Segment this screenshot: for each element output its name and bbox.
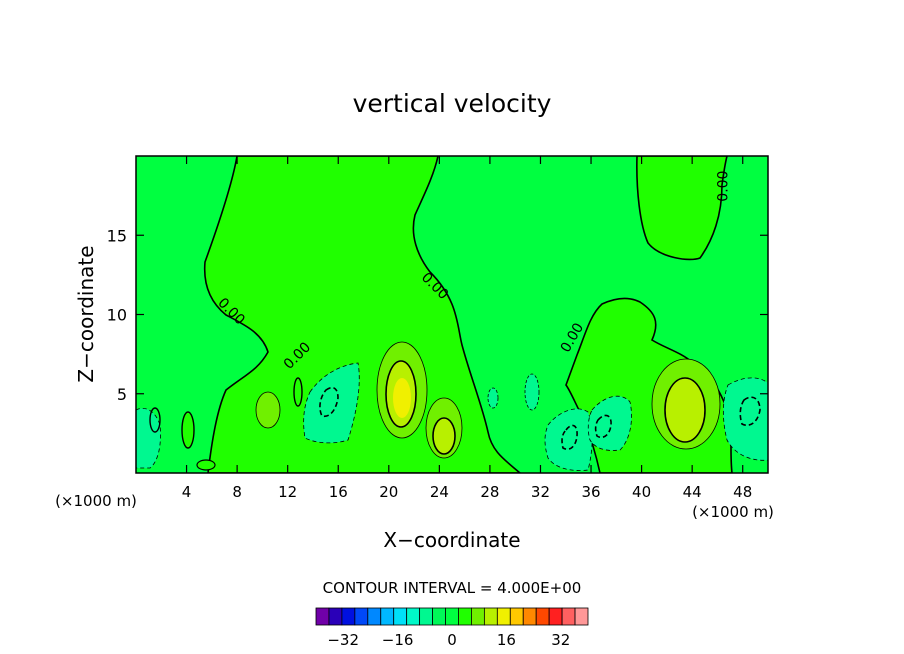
y-tick-label: 5: [117, 385, 127, 404]
positive-region-main: [203, 156, 522, 473]
x-tick-label: 12: [278, 483, 297, 501]
colorbar-swatch: [406, 607, 421, 626]
updraft-x11-level4: [255, 391, 281, 429]
colorbar-swatch: [341, 607, 356, 626]
colorbar-tick-label: 32: [551, 631, 570, 649]
x-tick-label: 48: [733, 483, 752, 501]
colorbar-tick-labels: −32 −16 0 16 32: [327, 631, 570, 649]
colorbar-tick-label: −16: [382, 631, 414, 649]
colorbar-tick-label: 0: [447, 631, 457, 649]
colorbar-swatch: [315, 607, 330, 626]
colorbar-swatch: [419, 607, 433, 626]
chart-title: vertical velocity: [353, 89, 552, 118]
x-tick-label: 28: [480, 483, 499, 501]
downdraft-x38-level8: [594, 414, 612, 439]
colorbar-swatch: [522, 607, 537, 626]
positive-region-top-right: [636, 156, 728, 261]
weak-downdraft-x32: [524, 373, 540, 411]
colorbar-swatch: [458, 607, 472, 626]
colorbar-tick-label: −32: [327, 631, 359, 649]
contour-interval-text: CONTOUR INTERVAL = 4.000E+00: [323, 579, 582, 597]
y-axis-label: Z−coordinate: [74, 245, 98, 382]
weak-downdraft-x28: [487, 387, 499, 409]
y-axis-ticks: 5 10 15: [107, 226, 768, 404]
x-tick-label: 32: [531, 483, 550, 501]
downdraft-x35-level8: [561, 424, 578, 451]
y-tick-label: 10: [107, 306, 127, 325]
colorbar-swatch: [574, 607, 589, 626]
colorbar-swatch: [367, 607, 382, 626]
y-tick-label: 15: [107, 226, 127, 245]
downdraft-x1-level4: [136, 408, 161, 469]
x-tick-label: 24: [430, 483, 449, 501]
colorbar-swatch: [380, 607, 395, 626]
colorbar-tick-label: 16: [497, 631, 516, 649]
colorbar-swatch: [471, 607, 485, 626]
x-tick-label: 36: [581, 483, 600, 501]
colorbar: [315, 607, 589, 626]
colorbar-swatch: [509, 607, 524, 626]
plot-area: [136, 156, 768, 473]
weak-feature-x12: [293, 377, 303, 407]
updraft-x24-level8: [432, 417, 456, 455]
colorbar-swatch: [393, 607, 408, 626]
x-tick-label: 20: [379, 483, 398, 501]
colorbar-swatch: [483, 607, 498, 626]
downdraft-x16-level4: [303, 362, 360, 444]
colorbar-swatch: [445, 607, 459, 626]
colorbar-swatch: [354, 607, 369, 626]
colorbar-swatch: [328, 607, 343, 626]
colorbar-swatch: [561, 607, 576, 626]
downdraft-x48-level4: [722, 377, 768, 461]
updraft-x43-level8: [664, 377, 706, 443]
downdraft-x48-level8: [739, 396, 761, 426]
x-axis-label: X−coordinate: [383, 528, 520, 552]
weak-feature-x5: [181, 411, 195, 449]
weak-feature-x2: [149, 407, 161, 433]
zero-contour-label: 0.00: [716, 171, 732, 202]
x-tick-label: 40: [632, 483, 651, 501]
weak-feature-x7: [196, 459, 216, 471]
x-unit-label-left: (×1000 m): [55, 492, 137, 510]
colorbar-swatch: [432, 607, 446, 626]
x-tick-label: 16: [329, 483, 348, 501]
x-tick-label: 44: [683, 483, 702, 501]
x-unit-label-right: (×1000 m): [692, 503, 774, 521]
x-tick-label: 8: [232, 483, 242, 501]
colorbar-swatch: [548, 607, 563, 626]
colorbar-swatch: [496, 607, 511, 626]
x-axis-ticks: 4 8 12 16 20 24 28 32 36 40 44 48: [182, 156, 752, 501]
downdraft-x34-level4: [544, 408, 593, 471]
colorbar-swatch: [535, 607, 550, 626]
x-tick-label: 4: [182, 483, 192, 501]
downdraft-x16-level8: [319, 386, 339, 418]
updraft-x21-level12: [393, 378, 411, 418]
